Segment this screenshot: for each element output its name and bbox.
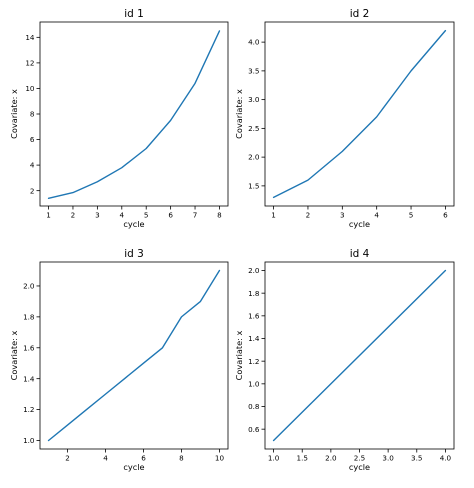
chart-title: id 4 <box>350 248 370 260</box>
x-axis-label: cycle <box>123 219 144 229</box>
x-tick-label: 3 <box>95 211 100 220</box>
y-axis-label: Covariate: x <box>234 330 244 380</box>
y-tick-label: 1.2 <box>23 405 34 414</box>
x-tick-label: 2 <box>71 211 76 220</box>
y-tick-label: 8 <box>30 110 35 119</box>
x-tick-label: 6 <box>443 211 448 220</box>
y-axis-label: Covariate: x <box>9 89 19 139</box>
x-tick-label: 6 <box>141 454 146 463</box>
y-tick-label: 3.5 <box>248 66 259 75</box>
y-tick-label: 0.6 <box>248 425 260 434</box>
y-tick-label: 1.5 <box>248 181 259 190</box>
y-tick-label: 2.0 <box>248 153 260 162</box>
y-axis-label: Covariate: x <box>9 330 19 380</box>
series-line <box>47 269 221 442</box>
x-axis-label: cycle <box>349 219 370 229</box>
series-line <box>272 29 447 199</box>
y-tick-label: 1.6 <box>248 311 260 320</box>
x-tick-label: 8 <box>179 454 184 463</box>
x-tick-label: 3.5 <box>411 454 422 463</box>
y-tick-label: 1.4 <box>248 334 260 343</box>
x-tick-label: 3.0 <box>382 454 394 463</box>
plot-frame <box>39 261 229 450</box>
x-axis-label: cycle <box>349 462 370 472</box>
x-tick-label: 4 <box>103 454 108 463</box>
y-tick-label: 1.0 <box>248 379 260 388</box>
x-tick-label: 2.5 <box>354 454 365 463</box>
subplot-3: 2 4 6 8 10 1.0 1.2 1.4 1.6 1.8 2.0 id 3 cycle Covaria… <box>9 248 229 472</box>
x-tick-label: 4 <box>374 211 379 220</box>
y-tick-label: 1.8 <box>23 312 35 321</box>
y-axis-label: Covariate: x <box>234 89 244 139</box>
y-tick-label: 0.8 <box>248 402 260 411</box>
x-tick-label: 1 <box>46 211 51 220</box>
x-tick-label: 2.0 <box>325 454 337 463</box>
y-tick-label: 10 <box>25 84 35 93</box>
x-tick-label: 5 <box>409 211 414 220</box>
chart-title: id 2 <box>350 8 370 20</box>
y-tick-label: 4.0 <box>248 38 260 47</box>
y-tick-label: 6 <box>30 135 35 144</box>
x-tick-label: 7 <box>193 211 198 220</box>
y-tick-label: 2.5 <box>248 124 259 133</box>
x-tick-label: 2 <box>306 211 311 220</box>
x-tick-label: 10 <box>215 454 225 463</box>
y-tick-label: 1.0 <box>23 436 35 445</box>
x-tick-label: 1.0 <box>268 454 280 463</box>
x-tick-label: 4.0 <box>440 454 452 463</box>
subplot-2: 1 2 3 4 5 6 1.5 2.0 2.5 3.0 3.5 4.0 id 2 cycle Covaria… <box>234 8 455 229</box>
y-tick-label: 1.6 <box>23 343 35 352</box>
chart-title: id 1 <box>124 8 144 20</box>
x-tick-label: 2 <box>65 454 70 463</box>
x-tick-label: 6 <box>168 211 173 220</box>
x-tick-label: 3 <box>340 211 345 220</box>
x-tick-label: 1 <box>271 211 276 220</box>
y-tick-label: 12 <box>25 58 34 67</box>
y-tick-label: 2.0 <box>248 266 260 275</box>
y-tick-label: 2.0 <box>23 282 35 291</box>
x-tick-label: 5 <box>144 211 149 220</box>
chart-title: id 3 <box>124 248 144 260</box>
y-tick-label: 1.2 <box>248 357 259 366</box>
plot-frame <box>264 21 455 207</box>
y-tick-label: 2 <box>30 186 35 195</box>
series-line <box>47 30 221 200</box>
subplot-4: 1.0 1.5 2.0 2.5 3.0 3.5 4.0 0.6 0.8 1.0 1.2 1.4 1.6 1… <box>234 248 455 472</box>
y-tick-label: 14 <box>25 33 35 42</box>
series-line <box>272 269 447 442</box>
x-tick-label: 1.5 <box>297 454 308 463</box>
y-tick-label: 1.8 <box>248 289 260 298</box>
y-tick-label: 1.4 <box>23 374 35 383</box>
y-tick-label: 3.0 <box>248 95 260 104</box>
y-tick-label: 4 <box>30 161 35 170</box>
x-tick-label: 4 <box>120 211 125 220</box>
x-tick-label: 8 <box>217 211 222 220</box>
x-axis-label: cycle <box>123 462 144 472</box>
